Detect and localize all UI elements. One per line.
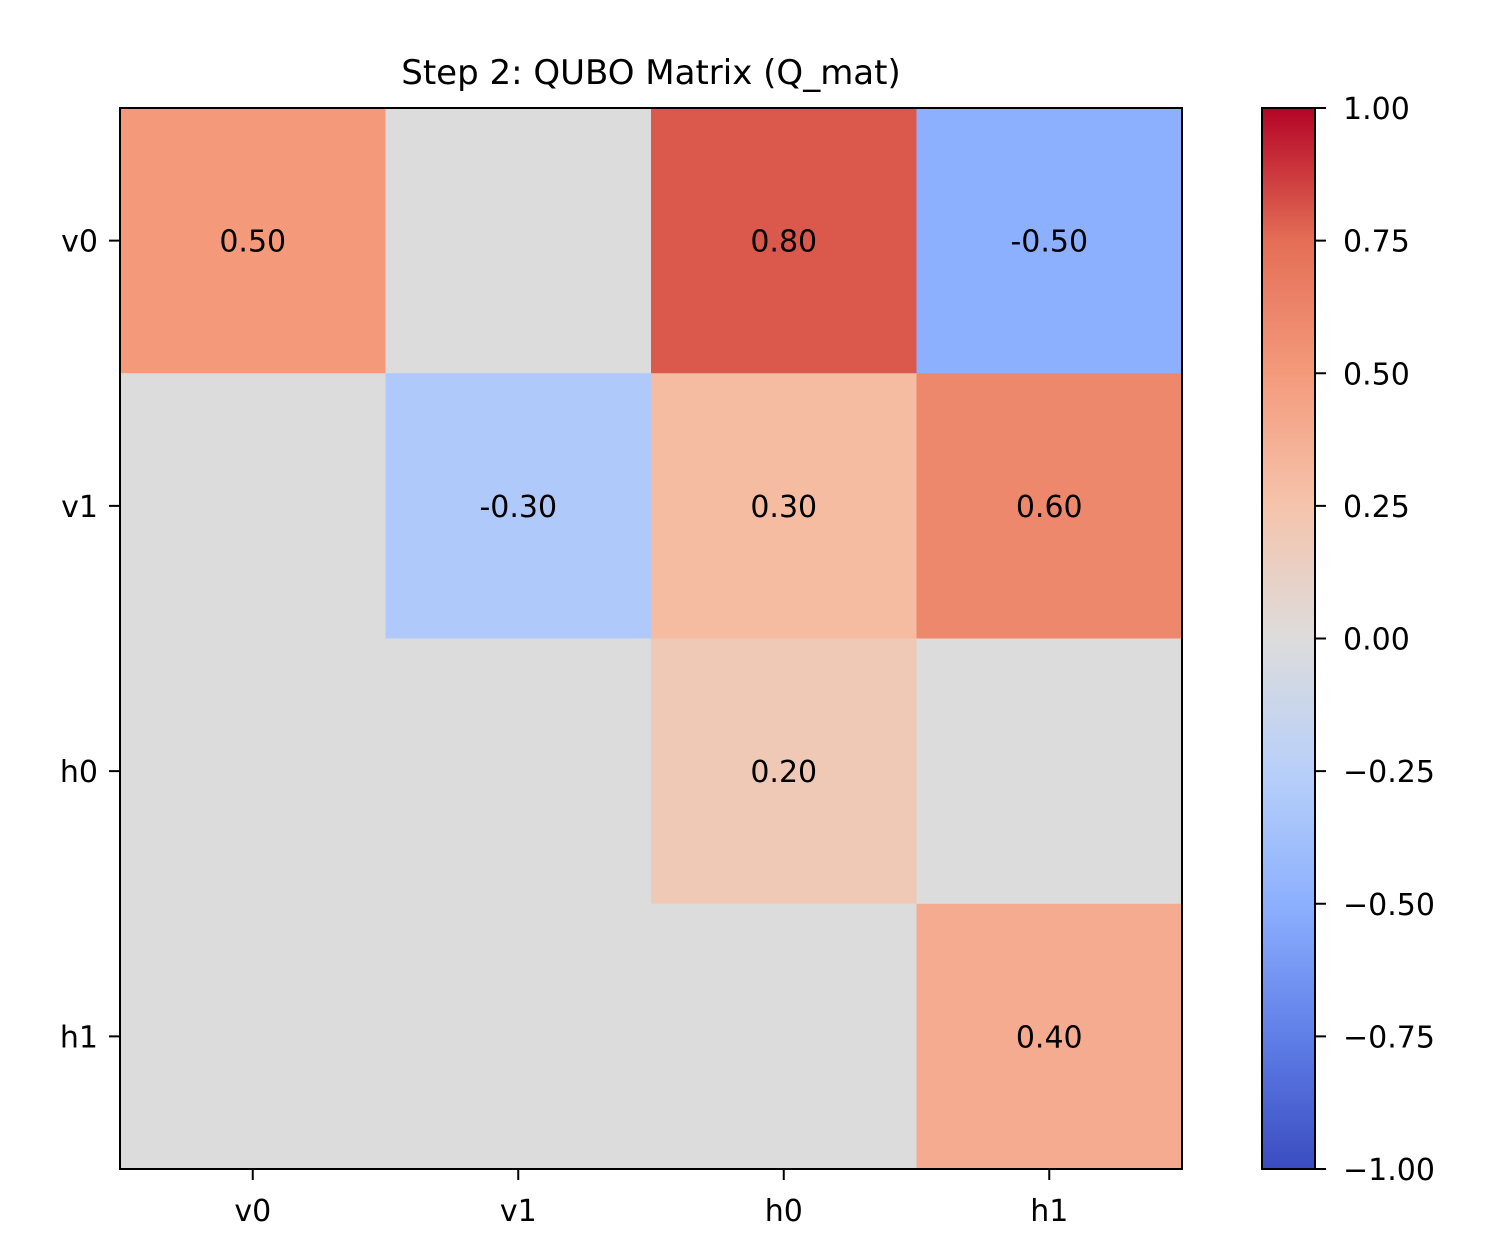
heatmap-cell	[120, 373, 387, 640]
colorbar-tick-label: −0.50	[1343, 888, 1435, 923]
heatmap-cell	[651, 903, 918, 1170]
plot-frame	[119, 107, 1183, 1170]
cell-value-label: 0.50	[219, 225, 286, 260]
cell-labels: 0.50 0.80 -0.50 -0.30 0.30 0.60 0.20 0.40	[219, 225, 1088, 1056]
x-tick-label: v0	[234, 1194, 271, 1229]
y-tick-label: h1	[60, 1020, 98, 1055]
heatmap-cell	[385, 903, 652, 1170]
heatmap-cell	[916, 108, 1183, 374]
colorbar-tick-label: −1.00	[1343, 1153, 1435, 1188]
heatmap-cell	[916, 638, 1183, 905]
colorbar-tick-label: 0.25	[1343, 490, 1410, 525]
cell-value-label: 0.60	[1016, 490, 1083, 525]
y-tick-label: h0	[60, 755, 98, 790]
x-axis: v0 v1 h0 h1	[234, 1169, 1068, 1229]
heatmap-cell	[651, 638, 918, 905]
y-tick-label: v1	[61, 490, 98, 525]
heatmap-cell	[385, 373, 652, 640]
heatmap-cell	[651, 373, 918, 640]
colorbar-tick-label: 1.00	[1343, 92, 1410, 127]
heatmap-cell	[385, 108, 652, 374]
heatmap-cell	[385, 638, 652, 905]
cell-value-label: 0.40	[1016, 1020, 1083, 1055]
x-tick-label: v1	[500, 1194, 537, 1229]
heatmap-cell	[120, 108, 387, 374]
cell-value-label: 0.20	[750, 755, 817, 790]
colorbar-tick-label: 0.00	[1343, 623, 1410, 658]
colorbar-tick-label: −0.25	[1343, 755, 1435, 790]
heatmap-cell	[120, 638, 387, 905]
heatmap-cell	[120, 903, 387, 1170]
cell-value-label: 0.30	[750, 490, 817, 525]
colorbar-tick-label: 0.50	[1343, 357, 1410, 392]
chart-title: Step 2: QUBO Matrix (Q_mat)	[401, 53, 901, 93]
cell-value-label: 0.80	[750, 225, 817, 260]
heatmap-grid	[120, 108, 1183, 1170]
x-tick-label: h1	[1030, 1194, 1068, 1229]
cell-value-label: -0.50	[1010, 225, 1088, 260]
heatmap-cell	[916, 903, 1183, 1170]
colorbar-axis: 1.00 0.75 0.50 0.25 0.00 −0.25 −0.50 −0.75 −1.00	[1315, 92, 1435, 1188]
colorbar	[1261, 107, 1316, 1170]
y-axis: v0 v1 h0 h1	[60, 225, 120, 1055]
heatmap-cell	[916, 373, 1183, 640]
heatmap-cell	[651, 108, 918, 374]
cell-value-label: -0.30	[479, 490, 557, 525]
x-tick-label: h0	[765, 1194, 803, 1229]
colorbar-tick-label: 0.75	[1343, 225, 1410, 260]
colorbar-tick-label: −0.75	[1343, 1020, 1435, 1055]
y-tick-label: v0	[61, 225, 98, 260]
